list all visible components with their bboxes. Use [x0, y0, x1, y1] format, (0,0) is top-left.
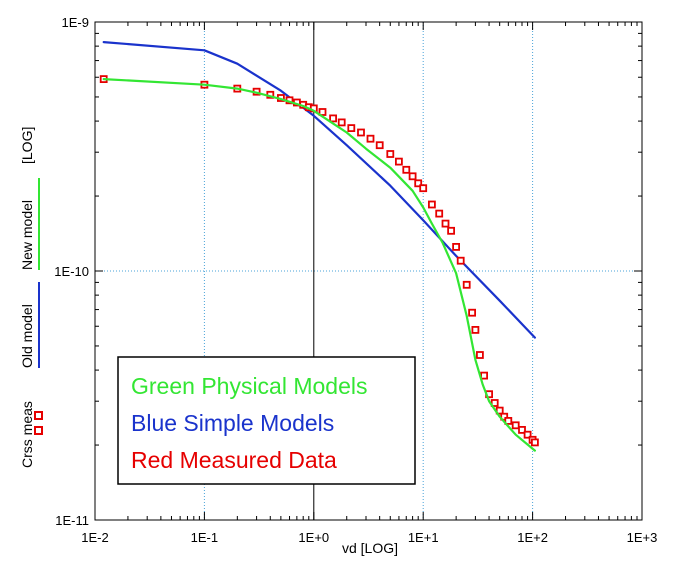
x-tick-label: 1E+0 — [298, 530, 329, 545]
crss-meas-point — [329, 114, 338, 123]
crss-meas-point — [471, 325, 480, 334]
crss-meas-key-marker — [34, 426, 43, 435]
crss-meas-point — [394, 157, 403, 166]
x-ticks: 1E-2 1E-1 1E+0 1E+1 1E+2 1E+3 — [81, 22, 657, 545]
crss-meas-point — [435, 209, 444, 218]
new-model-line — [102, 77, 537, 452]
legend: Green Physical Models Blue Simple Models… — [117, 356, 416, 485]
x-tick-label: 1E-2 — [81, 530, 108, 545]
crss-meas-key-marker — [34, 411, 43, 420]
crss-meas-point — [480, 371, 489, 380]
old-model-line — [102, 40, 537, 339]
crss-meas-point — [408, 172, 417, 181]
x-axis-title: vd [LOG] — [342, 540, 398, 556]
y-label-new-model: New model — [19, 200, 35, 270]
crss-meas-point — [468, 308, 477, 317]
y-label-log: [LOG] — [19, 127, 35, 164]
crss-meas-point — [490, 399, 499, 407]
y-tick-label: 1E-9 — [62, 15, 89, 30]
y-ticks: 1E-11 1E-10 1E-9 — [54, 15, 642, 528]
crss-meas-point — [462, 280, 471, 289]
y-axis-legend: Crss meas Old model New model [LOG] — [19, 127, 43, 468]
x-tick-label: 1E+2 — [517, 530, 548, 545]
y-label-crss-meas: Crss meas — [19, 401, 35, 468]
crss-meas-point — [500, 412, 509, 421]
crss-meas-point — [518, 425, 526, 434]
crss-meas-point — [318, 108, 327, 116]
crss-meas-point — [456, 256, 465, 265]
crss-meas-point — [419, 184, 428, 193]
legend-entry-green: Green Physical Models — [131, 373, 368, 399]
series-layer — [99, 40, 539, 452]
legend-box — [117, 356, 416, 485]
x-tick-label: 1E-1 — [191, 530, 218, 545]
crss-meas-point — [523, 430, 532, 439]
x-tick-label: 1E+3 — [627, 530, 658, 545]
crss-meas-point — [347, 124, 356, 132]
legend-entry-blue: Blue Simple Models — [131, 410, 334, 436]
crss-meas-point — [414, 179, 423, 188]
crss-meas-point — [402, 165, 411, 174]
crss-meas-point — [386, 150, 395, 158]
crss-meas-point — [337, 118, 346, 127]
crss-meas-point — [366, 134, 375, 143]
crss-meas-point — [452, 242, 461, 251]
y-label-old-model: Old model — [19, 304, 35, 368]
x-tick-label: 1E+1 — [408, 530, 439, 545]
y-tick-label: 1E-10 — [54, 264, 89, 279]
crss-meas-point — [504, 416, 513, 425]
crss-meas-point — [475, 351, 484, 359]
crss-meas-point — [375, 141, 384, 150]
crss-meas-point — [531, 438, 539, 447]
crss-meas-point — [511, 421, 520, 430]
legend-entry-red: Red Measured Data — [131, 447, 337, 473]
y-tick-label: 1E-11 — [55, 513, 89, 528]
crss-meas-point — [447, 226, 456, 235]
crss-meas-point — [441, 219, 450, 228]
grid — [95, 22, 642, 520]
crss-meas-point — [357, 128, 365, 137]
crss-meas-point — [427, 200, 436, 209]
